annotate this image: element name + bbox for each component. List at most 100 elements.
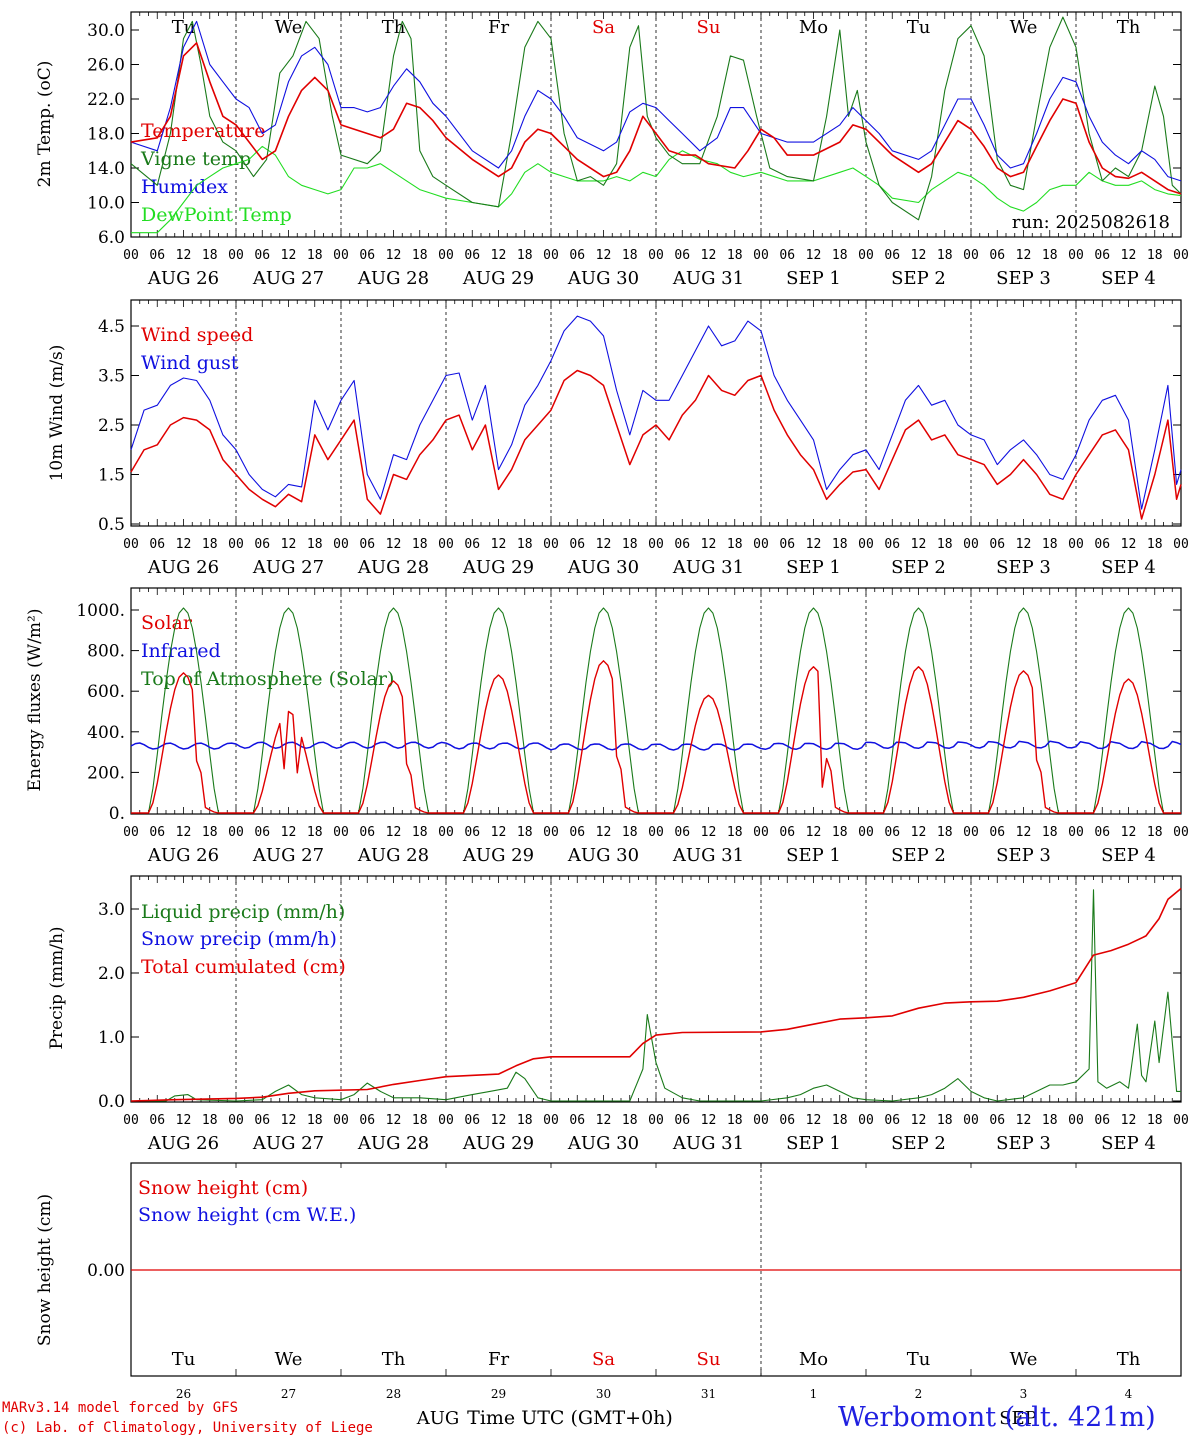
month-label: AUG (416, 1408, 460, 1429)
hour-tick-label: 12 (596, 1113, 612, 1128)
hour-tick-label: 06 (359, 537, 375, 552)
hour-tick-label: 06 (1094, 248, 1110, 263)
hour-tick-label: 00 (858, 825, 874, 840)
hour-tick-label: 12 (281, 537, 297, 552)
weekday-label: Tu (172, 1349, 196, 1370)
hour-tick-label: 00 (123, 537, 139, 552)
hour-tick-label: 00 (438, 825, 454, 840)
series-line (130, 20, 1182, 182)
hour-tick-label: 12 (176, 248, 192, 263)
hour-tick-label: 00 (1068, 825, 1084, 840)
date-label: AUG 31 (672, 557, 744, 578)
hour-tick-label: 00 (228, 1113, 244, 1128)
date-label: AUG 28 (357, 557, 429, 578)
hour-tick-label: 18 (727, 1113, 743, 1128)
hour-tick-label: 12 (386, 1113, 402, 1128)
hour-tick-label: 00 (228, 537, 244, 552)
hour-tick-label: 06 (359, 248, 375, 263)
panel-2 (130, 299, 1182, 527)
date-label: SEP 3 (996, 557, 1051, 578)
day-number-label: 26 (176, 1387, 191, 1401)
hour-tick-label: 00 (228, 248, 244, 263)
weekday-label: Th (1117, 17, 1141, 38)
hour-tick-label: 06 (254, 248, 270, 263)
hour-tick-label: 00 (753, 537, 769, 552)
hour-tick-label: 18 (832, 248, 848, 263)
legend-entry: Wind speed (141, 324, 253, 346)
date-label: AUG 26 (147, 268, 219, 289)
hour-tick-label: 12 (806, 1113, 822, 1128)
series-line (130, 42, 1182, 195)
hour-tick-label: 12 (176, 825, 192, 840)
hour-tick-label: 06 (464, 248, 480, 263)
hour-tick-label: 18 (622, 537, 638, 552)
weekday-label: We (1010, 1349, 1038, 1370)
footer-copyright-line: (c) Lab. of Climatology, University of L… (2, 1420, 373, 1436)
weekday-label: Su (697, 1349, 721, 1370)
hour-tick-label: 12 (176, 537, 192, 552)
hour-tick-label: 12 (806, 825, 822, 840)
y-axis-label: 2m Temp. (oC) (35, 61, 55, 188)
hour-tick-label: 18 (1042, 537, 1058, 552)
date-label: SEP 2 (891, 845, 946, 866)
y-tick-label: 800. (87, 642, 125, 662)
hour-tick-label: 00 (963, 1113, 979, 1128)
hour-tick-label: 06 (674, 825, 690, 840)
weekday-label: Sa (592, 1349, 615, 1370)
hour-tick-label: 12 (1016, 248, 1032, 263)
hour-tick-label: 06 (989, 825, 1005, 840)
hour-tick-label: 06 (674, 1113, 690, 1128)
day-number-label: 3 (1020, 1387, 1028, 1401)
legend-entry: DewPoint Temp (141, 204, 292, 226)
hour-tick-label: 18 (937, 825, 953, 840)
panel-3 (130, 587, 1182, 815)
date-label: SEP 2 (891, 1133, 946, 1154)
panel-4 (130, 875, 1182, 1103)
hour-tick-label: 06 (359, 825, 375, 840)
hour-tick-label: 06 (884, 825, 900, 840)
hour-tick-label: 12 (491, 825, 507, 840)
hour-tick-label: 00 (963, 825, 979, 840)
day-number-label: 29 (491, 1387, 506, 1401)
hour-tick-label: 06 (149, 1113, 165, 1128)
hour-tick-label: 18 (1147, 825, 1163, 840)
date-label: SEP 4 (1101, 268, 1156, 289)
date-label: AUG 29 (462, 1133, 534, 1154)
hour-tick-label: 12 (911, 1113, 927, 1128)
day-number-label: 27 (281, 1387, 296, 1401)
hour-tick-label: 00 (858, 537, 874, 552)
date-label: SEP 4 (1101, 845, 1156, 866)
hour-tick-label: 12 (806, 537, 822, 552)
hour-tick-label: 12 (806, 248, 822, 263)
series-line (131, 145, 1182, 234)
y-axis-label: 10m Wind (m/s) (47, 345, 67, 482)
weekday-label: Sa (592, 17, 615, 38)
weekday-label: Th (382, 17, 406, 38)
date-label: AUG 31 (672, 1133, 744, 1154)
hour-tick-label: 06 (779, 825, 795, 840)
hour-tick-label: 12 (386, 825, 402, 840)
hour-tick-label: 12 (281, 248, 297, 263)
legend-entry: Vigne temp (140, 148, 251, 170)
hour-tick-label: 00 (438, 248, 454, 263)
hour-tick-label: 12 (1016, 537, 1032, 552)
hour-tick-label: 00 (963, 537, 979, 552)
hour-tick-label: 00 (123, 825, 139, 840)
weekday-label: Fr (488, 1349, 509, 1370)
hour-tick-label: 06 (1094, 1113, 1110, 1128)
hour-tick-label: 18 (202, 1113, 218, 1128)
date-label: AUG 28 (357, 1133, 429, 1154)
hour-tick-label: 06 (254, 1113, 270, 1128)
y-tick-label: 14.0 (87, 159, 125, 179)
hour-tick-label: 00 (753, 248, 769, 263)
hour-tick-label: 18 (937, 537, 953, 552)
hour-tick-label: 12 (911, 248, 927, 263)
hour-tick-label: 18 (1042, 825, 1058, 840)
legend-entry: Snow height (cm W.E.) (138, 1204, 356, 1226)
y-tick-label: 26.0 (87, 56, 125, 76)
hour-tick-label: 00 (1173, 248, 1189, 263)
legend-entry: Top of Atmosphere (Solar) (141, 668, 394, 690)
hour-tick-label: 18 (307, 248, 323, 263)
legend-entry: Temperature (141, 120, 265, 142)
hour-tick-label: 18 (202, 825, 218, 840)
